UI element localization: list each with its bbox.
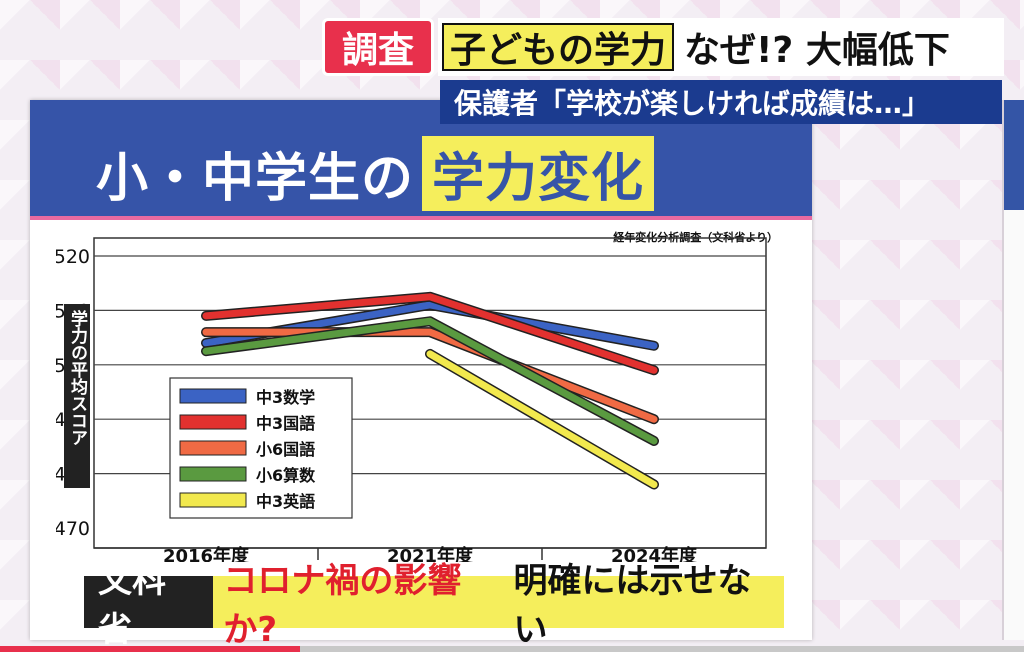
bottom-stripe	[0, 646, 1024, 652]
board-title: 小・中学生の 学力変化	[96, 135, 655, 211]
x-tick-label: 2016年度	[163, 545, 250, 562]
series-line	[202, 293, 658, 374]
bottom-caption-source: 文科省	[84, 561, 214, 650]
board-edge-panel	[1002, 100, 1024, 640]
board-title-highlight: 学力変化	[422, 135, 655, 211]
y-tick-label: 470	[56, 518, 90, 540]
line-chart: 経年変化分析調査（文科省より） 470480490500510520 2016年…	[56, 230, 778, 562]
caption-headline: なぜ!? 大幅低下	[684, 30, 950, 71]
board-title-main: 小・中学生の	[96, 148, 415, 209]
caption-highlight: 子どもの学力	[442, 23, 675, 71]
legend-swatch	[179, 492, 247, 508]
legend-label: 小6算数	[256, 466, 316, 485]
legend-label: 小6国語	[256, 440, 315, 459]
legend-swatch	[179, 466, 247, 482]
legend-label: 中3数学	[256, 388, 315, 407]
y-axis-label: 学力の平均スコア	[67, 309, 88, 446]
chart-source-note: 経年変化分析調査（文科省より）	[613, 230, 778, 244]
caption-headline-bar: 子どもの学力 なぜ!? 大幅低下	[438, 18, 1004, 76]
y-axis-label-box: 学力の平均スコア	[64, 304, 90, 488]
x-tick-label: 2021年度	[387, 545, 474, 562]
series-line	[202, 328, 658, 423]
legend-swatch	[179, 388, 247, 404]
caption-subline: 保護者「学校が楽しければ成績は…」	[440, 80, 1002, 124]
bottom-caption-black: 明確には示せない	[513, 561, 752, 650]
x-axis-ticks: 2016年度 2021年度 2024年度	[163, 545, 698, 562]
bottom-caption-red: コロナ禍の影響か?	[223, 561, 462, 650]
y-tick-label: 520	[56, 246, 90, 268]
legend-swatch	[179, 440, 247, 456]
caption-badge: 調査	[322, 18, 434, 76]
x-tick-label: 2024年度	[611, 545, 698, 562]
legend-label: 中3国語	[256, 414, 315, 433]
legend-label: 中3英語	[256, 492, 315, 511]
bottom-caption: 文科省 コロナ禍の影響か? 明確には示せない	[84, 561, 784, 650]
series-line	[426, 350, 658, 488]
chart-series-lines	[201, 291, 659, 490]
legend-swatch	[179, 414, 247, 430]
series-line	[202, 317, 658, 445]
